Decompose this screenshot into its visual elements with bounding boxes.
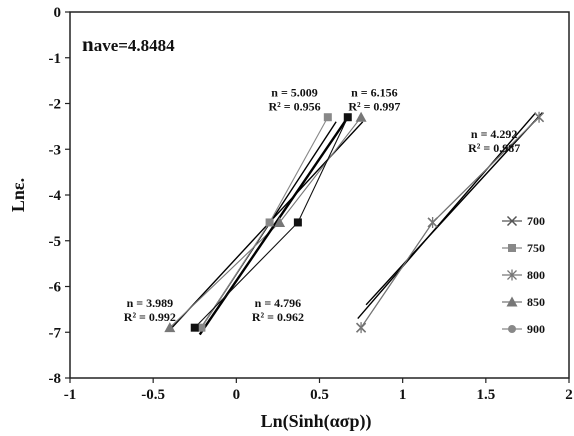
axis-ticks: -1 -0.5 0 0.5 1 1.5 2 0 -1 -2 -3 -4 -5 -6 -7 -8 xyxy=(49,5,573,403)
y-tick-label: -5 xyxy=(49,234,62,250)
annotation-n: n = 4.796 xyxy=(255,296,302,310)
legend-marker xyxy=(506,215,518,227)
fit-line xyxy=(365,112,543,306)
data-point xyxy=(534,111,545,123)
fit-line xyxy=(198,114,351,336)
nave-label: nave=4.8484 xyxy=(82,32,175,56)
legend-marker xyxy=(507,269,517,281)
markers xyxy=(164,111,545,334)
annotation-r2: R² = 0.997 xyxy=(348,100,400,114)
fit-line xyxy=(357,112,537,319)
data-point xyxy=(197,323,206,332)
data-point xyxy=(190,323,199,332)
nave-suffix: ave=4.8484 xyxy=(94,36,175,55)
annotation-r2: R² = 0.962 xyxy=(252,310,304,324)
x-tick-label: -1 xyxy=(64,387,77,403)
x-tick-label: 1.5 xyxy=(476,387,495,403)
legend-label: 800 xyxy=(527,268,545,282)
annotation-r2: R² = 0.956 xyxy=(268,100,320,114)
data-point xyxy=(323,113,332,122)
data-point xyxy=(343,113,352,122)
legend-label: 900 xyxy=(527,322,545,336)
data-point xyxy=(293,218,302,227)
x-axis-title: Ln(Sinh(ασp)) xyxy=(261,411,372,432)
annotation-r2: R² = 0.992 xyxy=(124,310,176,324)
data-point xyxy=(356,322,367,334)
y-tick-label: -4 xyxy=(49,188,62,204)
annotation-n: n = 4.292 xyxy=(471,127,518,141)
y-tick-label: 0 xyxy=(54,5,62,21)
x-tick-label: 2 xyxy=(565,387,573,403)
data-point xyxy=(274,216,286,227)
x-tick-label: -0.5 xyxy=(141,387,165,403)
data-point xyxy=(355,111,367,122)
annotation-n: n = 3.989 xyxy=(127,296,174,310)
y-tick-label: -1 xyxy=(49,51,62,67)
legend-marker xyxy=(508,244,516,252)
x-tick-label: 0 xyxy=(233,387,241,403)
data-point xyxy=(265,218,274,227)
legend-label: 750 xyxy=(527,241,545,255)
annotation-n: n = 5.009 xyxy=(271,86,318,100)
y-tick-label: -8 xyxy=(49,371,62,387)
y-tick-label: -7 xyxy=(49,325,62,341)
legend-marker xyxy=(508,325,516,333)
y-tick-label: -2 xyxy=(49,97,62,113)
data-point xyxy=(164,322,176,333)
annotation-r2: R² = 0.987 xyxy=(468,141,520,155)
legend-label: 850 xyxy=(527,295,545,309)
x-tick-label: 0.5 xyxy=(310,387,329,403)
legend-marker xyxy=(506,296,518,307)
y-tick-label: -6 xyxy=(49,280,62,296)
nave-prefix: n xyxy=(82,32,94,56)
x-tick-label: 1 xyxy=(399,387,407,403)
legend-label: 700 xyxy=(527,214,545,228)
data-point xyxy=(427,216,438,228)
y-axis-title: Lnε. xyxy=(8,178,28,212)
legend: 700 750 800 850 900 xyxy=(502,214,545,336)
annotation-n: n = 6.156 xyxy=(351,86,398,100)
y-tick-label: -3 xyxy=(49,142,62,158)
